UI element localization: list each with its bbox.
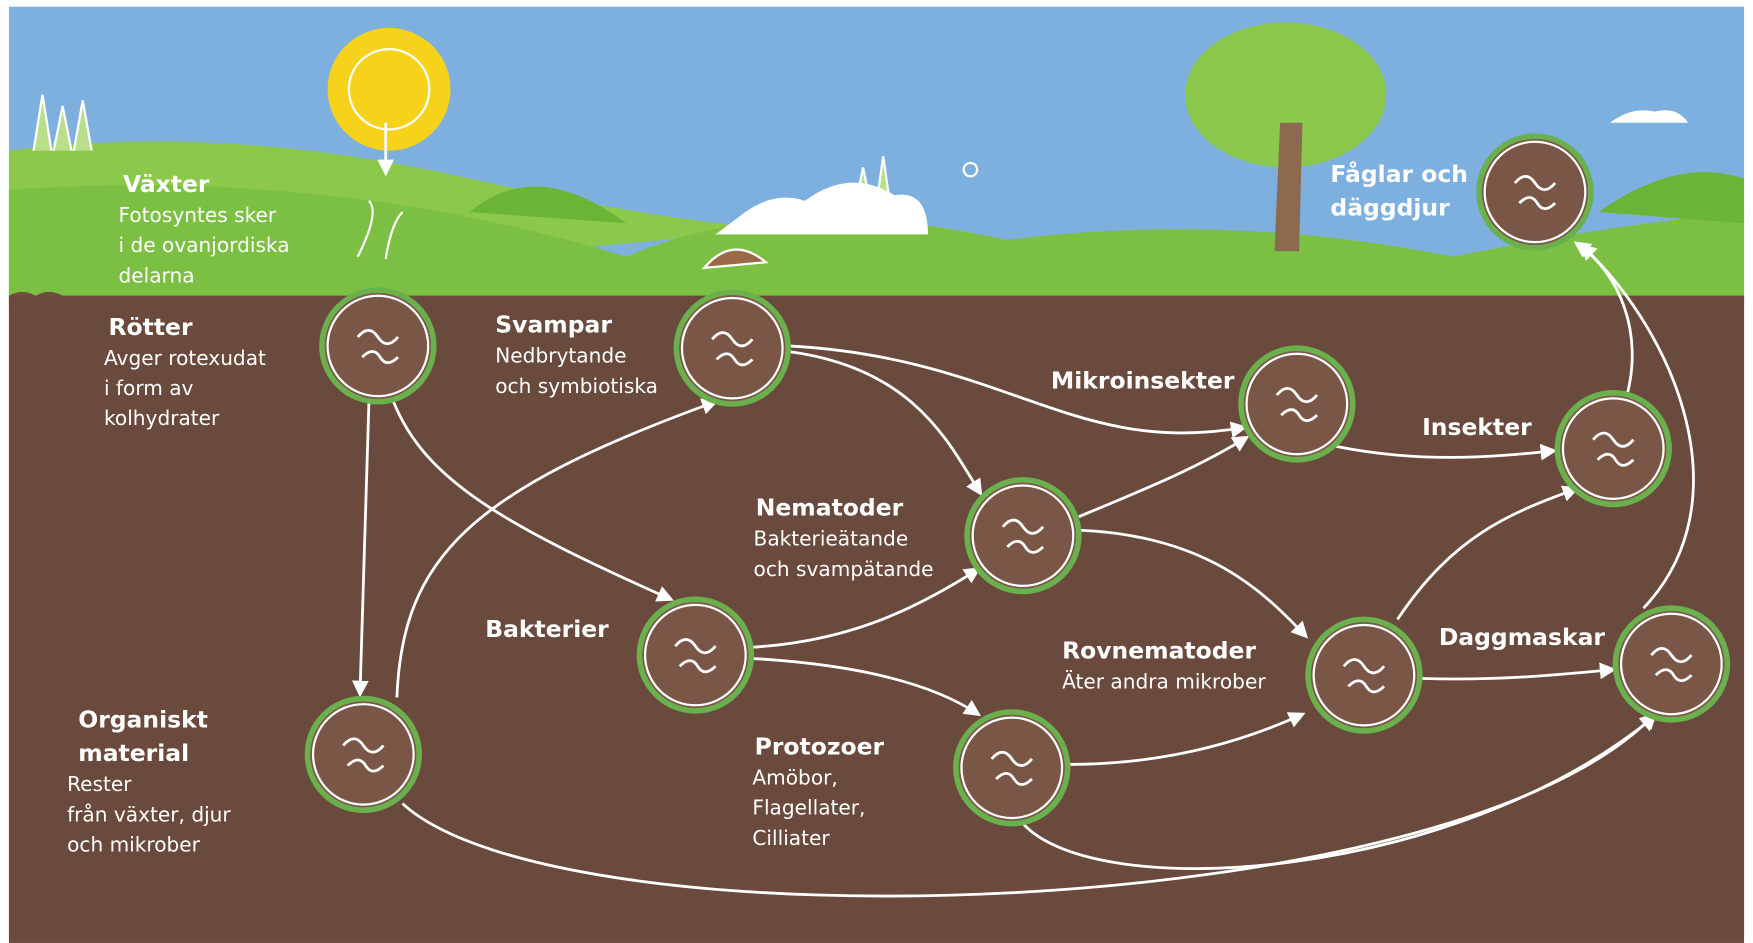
node-circle [307,699,419,811]
node-title: däggdjur [1330,193,1450,221]
soil-food-web: Växter Fotosyntes sker i de ovanjordiska de… [0,0,1753,943]
node-description: Fotosyntes sker [119,203,277,227]
node-title: Insekter [1422,413,1532,441]
node-description: och svampätande [754,557,934,581]
ring [967,480,1079,592]
node-description: Avger rotexudat [104,346,266,370]
node-description: delarna [119,263,195,287]
node-circle [1241,348,1353,460]
node-title: Fåglar och [1330,160,1468,188]
node-description: Nedbrytande [495,344,626,368]
node-title: Rovnematoder [1062,636,1256,664]
ring [1557,393,1669,505]
node-description: och symbiotiska [495,374,658,398]
node-circle [1479,136,1591,248]
node-title: Organiskt [78,706,208,734]
node-circle [676,292,788,404]
node-description: Cilliater [752,826,830,850]
node-description: Äter andra mikrober [1062,670,1266,694]
node-circle [639,599,751,711]
node-title: Nematoder [756,494,904,522]
ring [1241,348,1353,460]
node-circle [1557,393,1669,505]
ring [307,699,419,811]
node-description: Amöbor, [752,766,837,790]
node-title: Mikroinsekter [1051,366,1235,394]
node-description: kolhydrater [104,406,220,430]
node-title: Protozoer [755,732,885,760]
ring [1479,136,1591,248]
ring [1308,619,1420,731]
node-title: Rötter [108,313,193,341]
node-title: Daggmaskar [1439,623,1606,651]
scenery [0,0,1753,943]
node-circle [1615,608,1727,720]
node-description: och mikrober [67,833,201,857]
node-description: Bakterieätande [754,527,909,551]
node-circle [1308,619,1420,731]
node-title: Bakterier [485,615,609,643]
node-description: i form av [104,376,194,400]
node-title: Svampar [495,311,612,339]
node-description: i de ovanjordiska [119,233,290,257]
node-circle [322,290,434,402]
node-circle [967,480,1079,592]
ring [639,599,751,711]
ring [676,292,788,404]
ring [956,712,1068,824]
node-description: Rester [67,772,132,796]
node-description: Flagellater, [752,796,865,820]
ring [1615,608,1727,720]
ring [322,290,434,402]
node-title: Växter [123,170,210,198]
node-description: från växter, djur [67,802,231,826]
node-circle [956,712,1068,824]
node-title: material [78,739,189,767]
